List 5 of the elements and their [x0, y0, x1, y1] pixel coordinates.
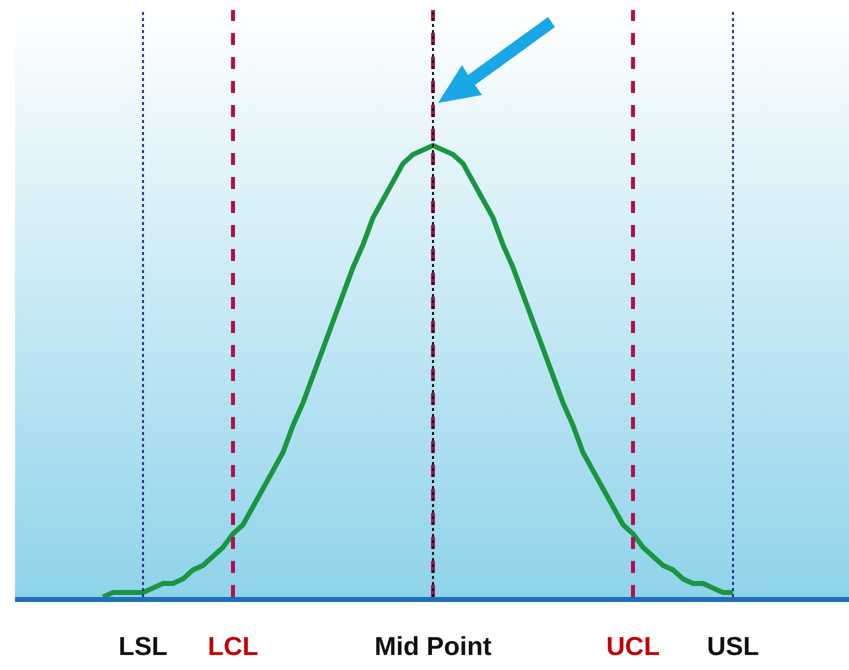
x-tick-label: USL — [707, 631, 760, 662]
x-tick-label: LCL — [208, 631, 258, 662]
x-tick-label: Mid Point — [374, 631, 492, 662]
x-tick-label: LSL — [118, 631, 168, 662]
x-tick-label: UCL — [606, 631, 660, 662]
